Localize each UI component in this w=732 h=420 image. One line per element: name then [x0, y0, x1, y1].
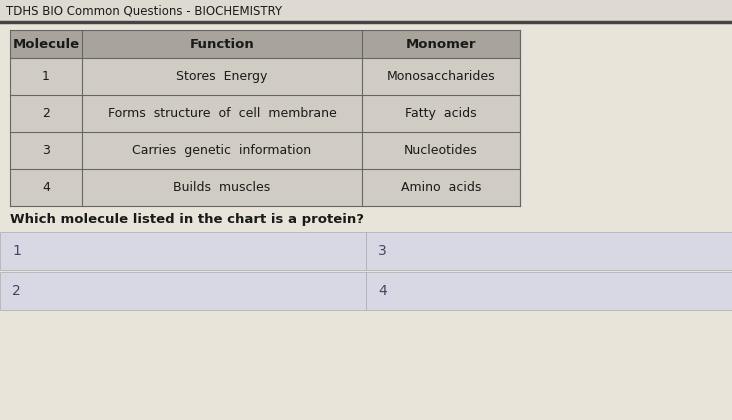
- Text: 4: 4: [42, 181, 50, 194]
- Bar: [0, 232, 366, 270]
- Bar: [366, 232, 732, 270]
- Text: Amino  acids: Amino acids: [401, 181, 481, 194]
- Bar: [10, 95, 520, 132]
- Text: Fatty  acids: Fatty acids: [406, 107, 477, 120]
- Text: 2: 2: [42, 107, 50, 120]
- Bar: [10, 30, 520, 58]
- Bar: [10, 58, 520, 95]
- Text: TDHS BIO Common Questions - BIOCHEMISTRY: TDHS BIO Common Questions - BIOCHEMISTRY: [6, 5, 282, 18]
- Bar: [0, 0, 732, 22]
- Text: Function: Function: [190, 37, 255, 50]
- Bar: [10, 132, 520, 169]
- Text: Forms  structure  of  cell  membrane: Forms structure of cell membrane: [108, 107, 337, 120]
- Text: Molecule: Molecule: [12, 37, 80, 50]
- Text: 4: 4: [378, 284, 386, 298]
- Text: 1: 1: [12, 244, 21, 258]
- Text: Stores  Energy: Stores Energy: [176, 70, 268, 83]
- Text: Carries  genetic  information: Carries genetic information: [132, 144, 312, 157]
- Text: 2: 2: [12, 284, 20, 298]
- Text: Monomer: Monomer: [406, 37, 477, 50]
- Bar: [10, 169, 520, 206]
- Bar: [366, 272, 732, 310]
- Bar: [0, 272, 366, 310]
- Text: Which molecule listed in the chart is a protein?: Which molecule listed in the chart is a …: [10, 213, 364, 226]
- Text: 3: 3: [42, 144, 50, 157]
- Text: 1: 1: [42, 70, 50, 83]
- Text: Monosaccharides: Monosaccharides: [386, 70, 496, 83]
- Text: Nucleotides: Nucleotides: [404, 144, 478, 157]
- Text: 3: 3: [378, 244, 386, 258]
- Text: Builds  muscles: Builds muscles: [173, 181, 271, 194]
